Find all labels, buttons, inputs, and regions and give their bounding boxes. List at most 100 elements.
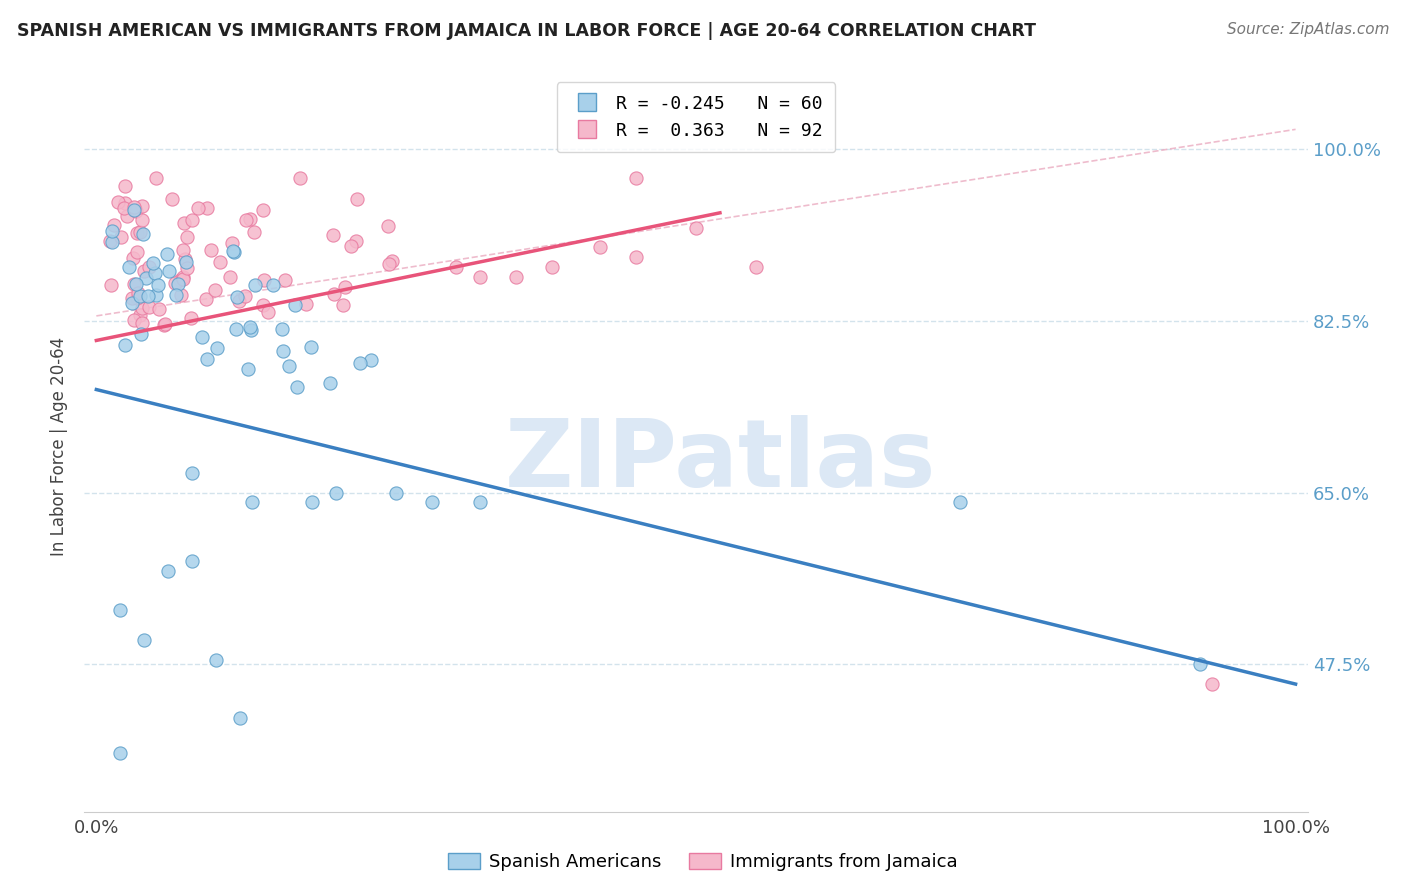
Point	[172, 271, 194, 285]
Point	[624, 250, 647, 264]
Point	[278, 359, 301, 373]
Point	[131, 316, 153, 330]
Point	[195, 351, 218, 366]
Point	[468, 269, 491, 284]
Point	[127, 285, 149, 300]
Point	[143, 266, 166, 280]
Point	[360, 353, 382, 368]
Point	[295, 296, 318, 310]
Point	[121, 291, 143, 305]
Point	[180, 310, 202, 325]
Point	[271, 344, 294, 359]
Point	[349, 356, 371, 370]
Point	[125, 227, 148, 241]
Point	[243, 277, 266, 292]
Point	[131, 301, 153, 316]
Point	[138, 260, 160, 275]
Point	[221, 244, 243, 259]
Point	[252, 298, 274, 312]
Point	[122, 277, 145, 292]
Point	[1201, 677, 1223, 691]
Point	[174, 252, 197, 266]
Point	[219, 269, 242, 284]
Point	[180, 213, 202, 227]
Point	[205, 341, 228, 355]
Point	[156, 246, 179, 260]
Point	[110, 603, 132, 617]
Point	[148, 277, 170, 292]
Point	[128, 226, 150, 240]
Point	[325, 485, 347, 500]
Point	[134, 632, 156, 647]
Point	[115, 209, 138, 223]
Point	[136, 289, 159, 303]
Point	[191, 330, 214, 344]
Point	[131, 199, 153, 213]
Point	[285, 380, 308, 394]
Text: ZIPatlas: ZIPatlas	[505, 415, 936, 507]
Point	[155, 318, 177, 332]
Point	[101, 235, 124, 249]
Point	[114, 179, 136, 194]
Point	[468, 495, 491, 509]
Point	[114, 338, 136, 352]
Point	[240, 323, 263, 337]
Point	[290, 171, 312, 186]
Point	[131, 212, 153, 227]
Point	[110, 746, 132, 760]
Point	[114, 196, 136, 211]
Point	[262, 278, 284, 293]
Legend: Spanish Americans, Immigrants from Jamaica: Spanish Americans, Immigrants from Jamai…	[440, 846, 966, 879]
Point	[107, 195, 129, 210]
Point	[238, 320, 260, 334]
Point	[385, 485, 408, 500]
Point	[299, 340, 322, 354]
Point	[323, 286, 346, 301]
Point	[745, 260, 768, 274]
Point	[274, 273, 297, 287]
Point	[239, 212, 262, 227]
Point	[233, 289, 256, 303]
Point	[145, 171, 167, 186]
Point	[240, 495, 263, 509]
Point	[200, 243, 222, 257]
Point	[127, 245, 149, 260]
Point	[122, 202, 145, 217]
Point	[134, 264, 156, 278]
Point	[145, 288, 167, 302]
Text: Source: ZipAtlas.com: Source: ZipAtlas.com	[1226, 22, 1389, 37]
Point	[128, 288, 150, 302]
Point	[124, 313, 146, 327]
Point	[226, 290, 249, 304]
Point	[110, 230, 132, 244]
Point	[204, 284, 226, 298]
Point	[125, 204, 148, 219]
Point	[100, 278, 122, 293]
Point	[252, 203, 274, 218]
Point	[172, 270, 194, 285]
Point	[228, 294, 250, 309]
Point	[176, 261, 198, 276]
Point	[103, 219, 125, 233]
Point	[129, 327, 152, 342]
Point	[153, 318, 176, 332]
Point	[167, 277, 190, 291]
Point	[505, 269, 527, 284]
Text: SPANISH AMERICAN VS IMMIGRANTS FROM JAMAICA IN LABOR FORCE | AGE 20-64 CORRELATI: SPANISH AMERICAN VS IMMIGRANTS FROM JAMA…	[17, 22, 1036, 40]
Point	[378, 256, 401, 270]
Point	[346, 193, 368, 207]
Point	[125, 277, 148, 291]
Point	[169, 272, 191, 286]
Point	[225, 321, 247, 335]
Point	[949, 495, 972, 509]
Point	[124, 201, 146, 215]
Point	[125, 291, 148, 305]
Point	[98, 235, 121, 249]
Point	[195, 202, 218, 216]
Point	[624, 171, 647, 186]
Point	[322, 228, 344, 243]
Point	[187, 201, 209, 215]
Point	[377, 219, 399, 234]
Point	[209, 254, 232, 268]
Point	[129, 308, 152, 322]
